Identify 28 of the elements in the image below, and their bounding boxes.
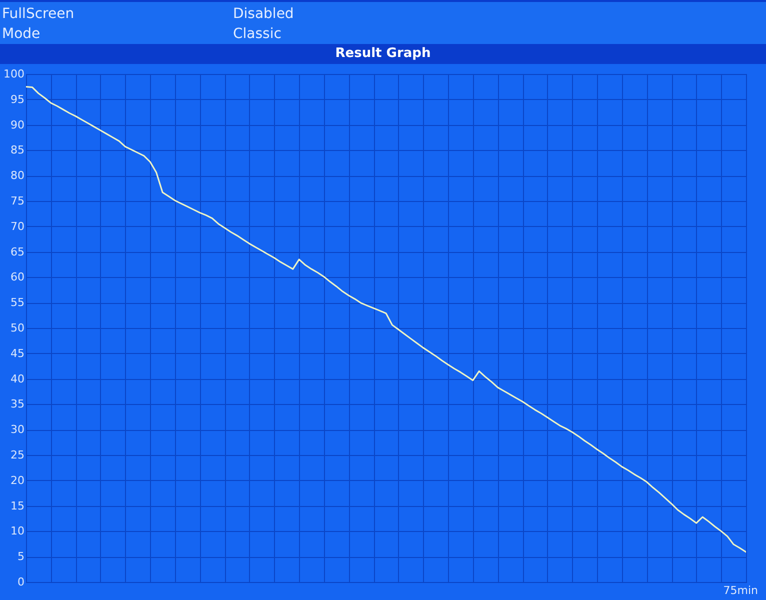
- y-tick-label: 75: [10, 194, 24, 208]
- y-tick-label: 30: [10, 423, 24, 436]
- text: FullScreen: [2, 5, 74, 24]
- text: 75min: [723, 584, 758, 598]
- y-tick-label: 70: [10, 220, 24, 233]
- y-tick-label: 60: [10, 270, 24, 284]
- line-series: [26, 86, 746, 553]
- y-tick-label: 15: [10, 499, 24, 512]
- chart-title: Result Graph: [0, 44, 766, 64]
- y-tick-label: 20: [10, 474, 24, 487]
- y-tick-label: 95: [10, 92, 24, 106]
- y-tick-label: 45: [10, 346, 24, 360]
- y-tick-label: 65: [10, 245, 24, 258]
- y-tick-label: 5: [18, 550, 24, 564]
- y-tick-label: 40: [10, 372, 24, 386]
- y-tick-label: 50: [10, 322, 24, 334]
- text: Disabled: [233, 5, 294, 24]
- y-tick-label: 25: [10, 448, 24, 462]
- y-tick-label: 90: [10, 118, 24, 132]
- y-tick-label: 100: [4, 68, 24, 80]
- y-tick-label: 10: [10, 524, 24, 538]
- text: Classic: [233, 25, 282, 44]
- y-tick-label: 55: [10, 296, 24, 310]
- y-tick-label: 0: [18, 576, 24, 588]
- y-tick-label: 80: [10, 169, 24, 182]
- text: Mode: [2, 25, 40, 44]
- y-tick-label: 85: [10, 144, 24, 157]
- y-tick-label: 35: [10, 398, 24, 411]
